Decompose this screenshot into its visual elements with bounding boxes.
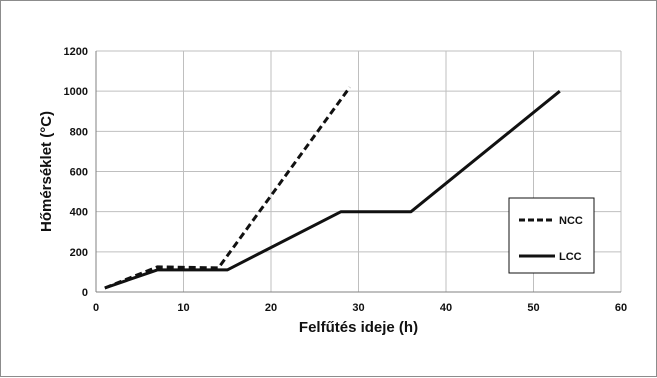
series-line-ncc: [104, 86, 352, 290]
y-tick-label: 200: [70, 247, 88, 259]
legend-label-ncc: NCC: [559, 215, 583, 227]
y-tick-label: 600: [70, 167, 88, 179]
x-tick-label: 50: [527, 302, 539, 314]
grid: [96, 50, 622, 292]
x-tick-label: 60: [615, 302, 627, 314]
tick-labels: 0 200 400 600 800 1000 1200 0 10 20 30 40 50 60: [64, 46, 628, 314]
x-axis-title: Felfűtés ideje (h): [299, 319, 418, 336]
legend-box: [508, 197, 595, 274]
x-tick-label: 40: [440, 302, 452, 314]
y-tick-label: 1200: [64, 46, 88, 58]
x-tick-label: 0: [93, 302, 99, 314]
x-tick-label: 30: [352, 302, 364, 314]
axes: [95, 51, 621, 293]
legend: NCC LCC: [508, 197, 595, 274]
y-tick-label: 400: [70, 207, 88, 219]
y-tick-label: 1000: [64, 86, 88, 98]
legend-label-lcc: LCC: [559, 251, 582, 263]
x-tick-label: 10: [177, 302, 189, 314]
series-lines: [104, 86, 561, 290]
y-tick-label: 800: [70, 126, 88, 138]
series-line-lcc: [104, 90, 561, 290]
y-tick-label: 0: [82, 287, 88, 299]
y-axis-title: Hőmérséklet (°C): [38, 111, 55, 232]
x-tick-label: 20: [265, 302, 277, 314]
